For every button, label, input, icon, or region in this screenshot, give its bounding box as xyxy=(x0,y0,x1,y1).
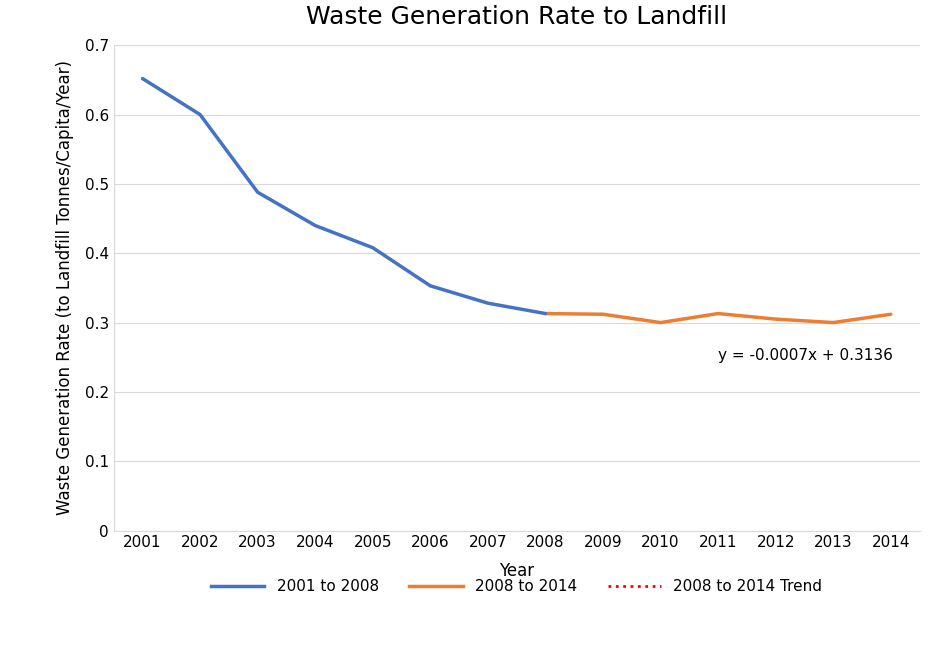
Title: Waste Generation Rate to Landfill: Waste Generation Rate to Landfill xyxy=(306,5,727,30)
Y-axis label: Waste Generation Rate (to Landfill Tonnes/Capita/Year): Waste Generation Rate (to Landfill Tonne… xyxy=(56,60,74,516)
Text: y = -0.0007x + 0.3136: y = -0.0007x + 0.3136 xyxy=(718,348,893,364)
Legend: 2001 to 2008, 2008 to 2014, 2008 to 2014 Trend: 2001 to 2008, 2008 to 2014, 2008 to 2014… xyxy=(205,573,829,600)
X-axis label: Year: Year xyxy=(499,562,535,580)
